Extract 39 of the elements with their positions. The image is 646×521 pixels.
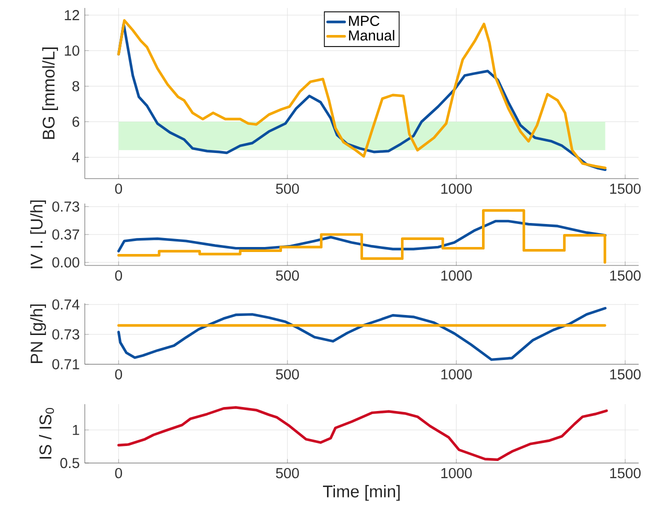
- y-axis-title: IS / IS$_{0}$: [39, 408, 54, 459]
- y-tick-label: 8: [72, 81, 80, 92]
- x-tick-label: 0: [115, 184, 122, 194]
- x-tick-label: 500: [276, 184, 299, 194]
- y-tick-label: 1: [72, 425, 80, 435]
- y-tick-label: 12: [64, 10, 80, 20]
- x-tick-label: 0: [115, 468, 122, 478]
- y-tick-label: 0.71: [52, 359, 80, 370]
- y-tick-label: 4: [72, 152, 80, 162]
- line-series: [117, 306, 607, 361]
- legend-label: Manual: [349, 30, 394, 41]
- x-tick-label: 1000: [441, 468, 472, 478]
- y-tick-label: 0.37: [52, 229, 80, 240]
- x-tick-label: 1000: [441, 270, 472, 281]
- x-axis-title: Time [min]: [322, 485, 400, 501]
- y-tick-label: 0.73: [52, 202, 80, 212]
- x-tick-label: 1000: [441, 369, 472, 380]
- x-tick-label: 1500: [610, 369, 641, 380]
- x-tick-label: 500: [276, 369, 299, 380]
- x-tick-label: 1000: [441, 184, 472, 194]
- y-tick-label: 0.73: [52, 329, 80, 340]
- y-tick-label: 10: [64, 46, 80, 56]
- x-tick-label: 1500: [610, 270, 641, 281]
- y-tick-label: 0.5: [60, 458, 80, 468]
- x-tick-label: 1500: [610, 468, 641, 478]
- y-tick-label: 0.74: [52, 299, 80, 310]
- x-tick-label: 1500: [610, 184, 641, 194]
- x-tick-label: 0: [115, 270, 122, 281]
- y-axis-title: PN [g/h]: [30, 304, 46, 363]
- x-tick-label: 500: [276, 270, 299, 281]
- y-tick-label: 0.00: [52, 257, 80, 268]
- legend-label: MPC: [349, 16, 380, 26]
- x-tick-label: 0: [115, 369, 122, 380]
- x-tick-label: 500: [276, 468, 299, 478]
- y-axis-title: BG [mmol/L]: [42, 48, 58, 139]
- line-series: [117, 406, 608, 462]
- line-series: [117, 220, 607, 253]
- y-axis-title: IV I. [U/h]: [30, 200, 46, 268]
- y-tick-label: 6: [72, 116, 80, 127]
